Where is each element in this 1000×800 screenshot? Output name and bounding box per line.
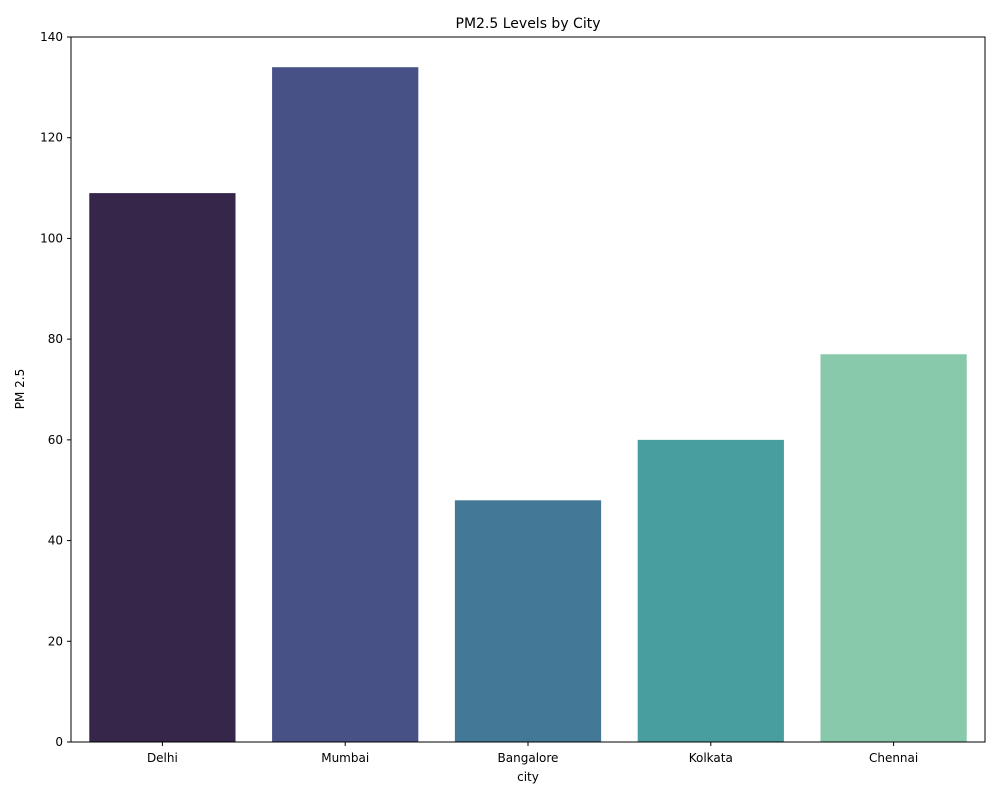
x-tick-label-delhi: Delhi	[147, 751, 178, 765]
y-tick-label: 40	[48, 534, 63, 548]
bar-mumbai	[272, 67, 419, 742]
x-tick-label-chennai: Chennai	[869, 751, 918, 765]
x-axis: Delhi Mumbai Bangalore Kolkata Chennai	[147, 742, 918, 765]
bar-delhi	[89, 193, 236, 743]
y-tick-label: 100	[40, 231, 63, 245]
x-tick-label-mumbai: Mumbai	[321, 751, 369, 765]
y-axis-label: PM 2.5	[13, 369, 27, 410]
y-tick-label: 80	[48, 332, 63, 346]
y-tick-label: 140	[40, 30, 63, 44]
bars-group	[89, 67, 967, 743]
y-tick-label: 0	[55, 735, 63, 749]
y-tick-label: 60	[48, 433, 63, 447]
y-tick-label: 120	[40, 131, 63, 145]
chart-title: PM2.5 Levels by City	[456, 16, 601, 32]
y-axis: 0 20 40 60 80 100 120 140	[40, 30, 71, 749]
y-tick-label: 20	[48, 634, 63, 648]
bar-kolkata	[637, 439, 784, 742]
x-tick-label-bangalore: Bangalore	[498, 751, 559, 765]
x-axis-label: city	[517, 770, 539, 784]
bar-bangalore	[454, 500, 602, 742]
bar-chennai	[820, 354, 967, 742]
x-tick-label-kolkata: Kolkata	[689, 751, 733, 765]
